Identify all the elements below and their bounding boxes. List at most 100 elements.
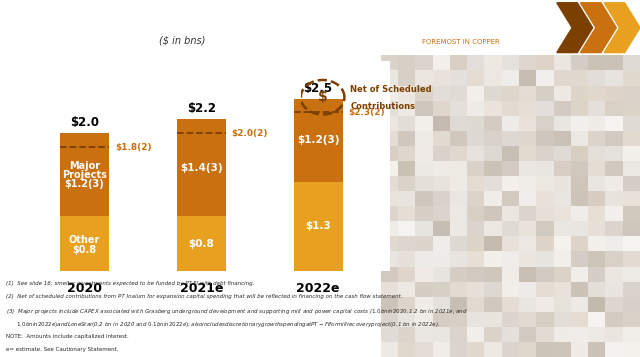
Bar <box>467 161 484 176</box>
Bar <box>519 312 536 327</box>
Bar <box>554 251 571 266</box>
Bar <box>623 191 640 206</box>
Bar <box>381 312 398 327</box>
Bar <box>484 297 502 312</box>
Bar <box>433 251 450 266</box>
Bar <box>519 55 536 70</box>
Text: FREEPORT: FREEPORT <box>421 10 506 25</box>
Bar <box>381 116 398 131</box>
Text: e= estimate. See Cautionary Statement.: e= estimate. See Cautionary Statement. <box>6 347 119 352</box>
Text: (2)  Net of scheduled contributions from PT Inalum for expansion capital spendin: (2) Net of scheduled contributions from … <box>6 294 403 299</box>
Bar <box>467 327 484 342</box>
Bar <box>450 176 467 191</box>
Bar <box>450 70 467 86</box>
Bar <box>623 101 640 116</box>
Bar <box>502 312 519 327</box>
Bar <box>484 312 502 327</box>
Bar <box>571 206 588 221</box>
Bar <box>177 216 226 271</box>
Bar <box>519 342 536 357</box>
Bar <box>398 86 415 101</box>
Bar <box>571 116 588 131</box>
Bar <box>588 327 605 342</box>
Bar <box>467 86 484 101</box>
Bar <box>433 266 450 282</box>
Bar <box>571 266 588 282</box>
Bar <box>484 86 502 101</box>
Bar <box>536 101 554 116</box>
Bar <box>605 342 623 357</box>
Text: $1.8(2): $1.8(2) <box>115 142 152 151</box>
Bar <box>536 312 554 327</box>
Bar <box>623 282 640 297</box>
Bar <box>381 146 398 161</box>
Text: $2.3(2): $2.3(2) <box>348 108 385 117</box>
Bar <box>536 206 554 221</box>
Bar <box>571 327 588 342</box>
Bar <box>467 266 484 282</box>
Polygon shape <box>580 3 616 52</box>
Bar <box>554 70 571 86</box>
Bar <box>450 55 467 70</box>
Bar <box>554 342 571 357</box>
Bar <box>519 297 536 312</box>
Bar <box>588 86 605 101</box>
Bar <box>294 182 342 271</box>
Bar <box>554 161 571 176</box>
Text: Consolidated Capital Expenditures: Consolidated Capital Expenditures <box>8 5 346 24</box>
Bar <box>484 251 502 266</box>
Bar <box>415 342 433 357</box>
Bar <box>433 131 450 146</box>
Bar <box>381 101 398 116</box>
Bar <box>571 191 588 206</box>
Bar <box>519 221 536 236</box>
Bar <box>398 131 415 146</box>
Bar <box>588 297 605 312</box>
Bar <box>502 342 519 357</box>
Bar <box>381 221 398 236</box>
Text: $1.0 bn in 2022e) and Lone Star ($0.2 bn in 2020 and $0.1 bn in 2022e); also inc: $1.0 bn in 2022e) and Lone Star ($0.2 bn… <box>6 321 441 330</box>
Bar <box>467 312 484 327</box>
Bar <box>433 55 450 70</box>
Bar <box>415 161 433 176</box>
Bar <box>450 116 467 131</box>
Bar <box>398 146 415 161</box>
Bar <box>381 86 398 101</box>
Text: $0.8: $0.8 <box>188 239 214 249</box>
Bar <box>519 131 536 146</box>
Text: NOTE:  Amounts include capitalized interest.: NOTE: Amounts include capitalized intere… <box>6 334 129 339</box>
Bar <box>536 86 554 101</box>
Bar <box>502 206 519 221</box>
Bar <box>554 131 571 146</box>
Bar <box>536 236 554 251</box>
Bar <box>415 236 433 251</box>
Bar <box>484 282 502 297</box>
Bar <box>554 221 571 236</box>
Bar <box>502 116 519 131</box>
Bar <box>381 297 398 312</box>
Text: $1.3: $1.3 <box>305 221 331 231</box>
Bar <box>605 55 623 70</box>
Bar <box>415 297 433 312</box>
Bar <box>502 251 519 266</box>
Bar <box>605 101 623 116</box>
Bar <box>484 342 502 357</box>
Bar <box>433 206 450 221</box>
Bar <box>588 176 605 191</box>
Bar <box>571 161 588 176</box>
Bar <box>571 282 588 297</box>
Bar <box>623 327 640 342</box>
Bar <box>571 221 588 236</box>
Bar <box>571 131 588 146</box>
Bar <box>536 297 554 312</box>
Bar <box>450 191 467 206</box>
Bar <box>484 131 502 146</box>
Bar <box>415 116 433 131</box>
Bar <box>605 251 623 266</box>
Bar <box>502 161 519 176</box>
Bar <box>381 282 398 297</box>
Text: $: $ <box>317 90 328 104</box>
Text: Projects: Projects <box>62 170 107 180</box>
Text: Estimates Excluding Indonesian Smelter CAPEX (1): Estimates Excluding Indonesian Smelter C… <box>8 33 257 43</box>
Bar <box>450 146 467 161</box>
